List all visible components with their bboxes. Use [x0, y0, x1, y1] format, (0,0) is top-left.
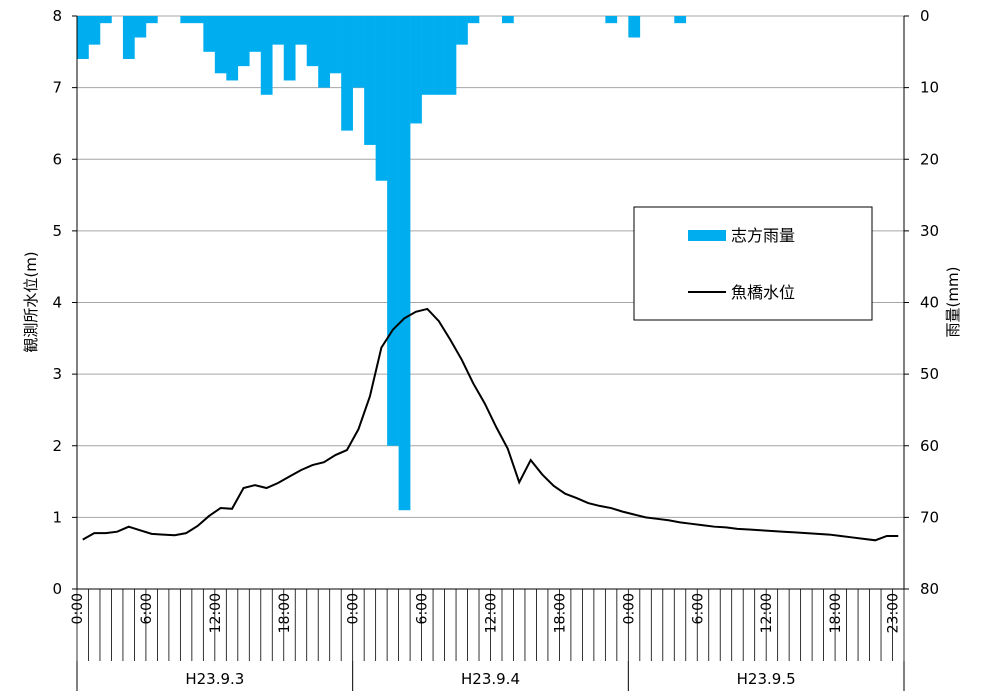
rain-bar: [260, 16, 273, 95]
y-left-tick-label: 5: [52, 222, 62, 240]
x-tick-label: 23:00: [886, 593, 902, 633]
y-right-tick-label: 60: [920, 437, 939, 455]
y-left-tick-label: 6: [52, 150, 62, 168]
y-right-axis-label: 雨量(mm): [944, 267, 962, 338]
rain-bar: [467, 16, 480, 24]
rain-bar: [444, 16, 457, 95]
rain-bar: [375, 16, 388, 181]
y-right-tick-label: 40: [920, 294, 939, 312]
rain-bar: [134, 16, 147, 38]
rain-bar: [456, 16, 468, 45]
rain-bar: [249, 16, 262, 52]
x-tick-label: 0:00: [621, 593, 637, 624]
rain-bar: [329, 16, 342, 74]
rain-bar: [145, 16, 158, 24]
rain-bar: [433, 16, 445, 95]
rainfall-bars: [77, 16, 687, 511]
date-group-label: H23.9.3: [185, 670, 244, 688]
y-left-tick-label: 2: [52, 437, 62, 455]
gridlines: [77, 15, 904, 518]
x-tick-label: 18:00: [828, 593, 844, 633]
rain-bar: [295, 16, 308, 45]
tick-labels: 0 1 2 3 4 5 6 7 8 80 70 60 50 40 30 20 10 0 0:00 6:00 12:00 1…: [52, 7, 939, 688]
rain-bar: [88, 16, 101, 45]
y-left-tick-label: 0: [52, 580, 62, 598]
legend-level-label: 魚橋水位: [731, 283, 795, 302]
y-right-tick-label: 80: [920, 580, 939, 598]
y-right-tick-label: 50: [920, 365, 939, 383]
y-left-tick-label: 1: [52, 508, 62, 526]
rain-bar: [410, 16, 422, 124]
rain-bar: [283, 16, 296, 81]
legend-rain-label: 志方雨量: [731, 226, 795, 245]
x-tick-label: 6:00: [690, 593, 706, 624]
y-left-axis-label: 観測所水位(m): [22, 251, 40, 352]
rain-bar: [387, 16, 399, 446]
legend-rain-swatch: [688, 230, 726, 241]
x-tick-label: 18:00: [552, 593, 568, 633]
legend: 志方雨量 魚橋水位: [633, 206, 873, 321]
rain-bar: [272, 16, 285, 45]
rain-bar: [421, 16, 434, 95]
x-tick-label: 12:00: [208, 593, 224, 633]
rain-bar: [398, 16, 411, 511]
rain-bar: [226, 16, 239, 81]
date-group-label: H23.9.5: [737, 670, 796, 688]
y-left-tick-label: 8: [52, 7, 62, 25]
date-group-label: H23.9.4: [461, 670, 520, 688]
x-tick-label: 6:00: [139, 593, 155, 624]
rain-bar: [341, 16, 353, 131]
rain-bar: [628, 16, 641, 38]
x-tick-label: 0:00: [346, 593, 362, 624]
y-right-tick-label: 0: [920, 7, 930, 25]
rain-bar: [605, 16, 618, 24]
y-right-tick-label: 10: [920, 79, 939, 97]
axes: [72, 15, 909, 691]
y-right-tick-label: 30: [920, 222, 939, 240]
rain-bar: [306, 16, 319, 67]
rain-bar: [99, 16, 112, 24]
x-tick-label: 12:00: [759, 593, 775, 633]
rain-bar: [203, 16, 216, 52]
legend-box: [633, 206, 873, 321]
rain-bar: [318, 16, 330, 88]
x-tick-label: 18:00: [277, 593, 293, 633]
rain-bar: [180, 16, 193, 24]
y-left-tick-label: 7: [52, 79, 62, 97]
y-left-tick-label: 3: [52, 365, 62, 383]
x-tick-label: 12:00: [484, 593, 500, 633]
rain-bar: [214, 16, 227, 74]
rain-bar: [191, 16, 204, 24]
x-tick-label: 0:00: [70, 593, 86, 624]
rain-bar: [122, 16, 135, 59]
rain-bar: [237, 16, 250, 67]
rain-bar: [77, 16, 89, 59]
rain-bar: [364, 16, 376, 145]
rain-bar: [352, 16, 365, 88]
y-left-tick-label: 4: [52, 294, 62, 312]
water-level-line: [82, 307, 899, 542]
y-right-tick-label: 20: [920, 150, 939, 168]
rain-bar: [674, 16, 687, 24]
x-tick-label: 6:00: [415, 593, 431, 624]
y-right-tick-label: 70: [920, 508, 939, 526]
rain-bar: [501, 16, 514, 24]
